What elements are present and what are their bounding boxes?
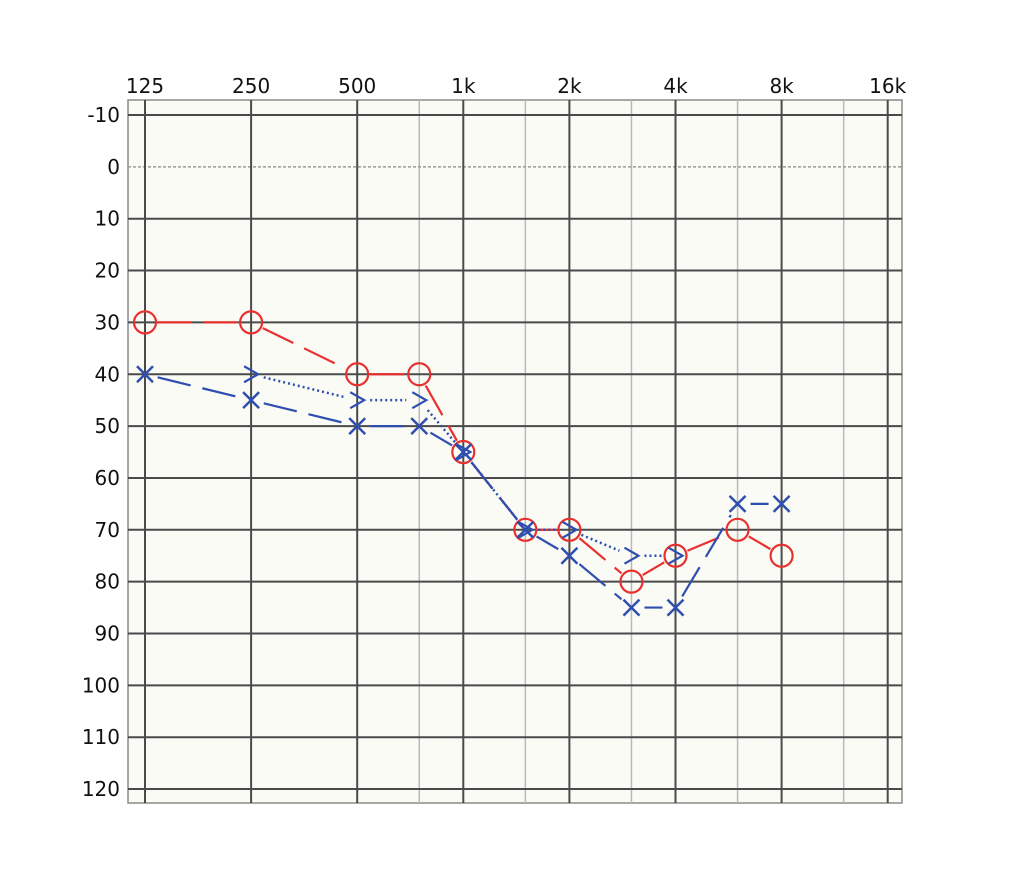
cross-marker xyxy=(454,443,473,461)
circle-marker xyxy=(513,517,538,542)
series-1-segment xyxy=(429,431,453,447)
x-tick-label: 4k xyxy=(663,74,688,98)
y-tick-label: 30 xyxy=(95,310,120,334)
bracket-marker xyxy=(517,520,535,539)
x-tick-label: 125 xyxy=(126,74,164,98)
bracket-marker xyxy=(561,520,579,539)
bracket-marker xyxy=(243,365,261,384)
series-0-segment xyxy=(748,535,771,551)
bracket-marker xyxy=(667,546,685,565)
circle-marker xyxy=(619,569,644,594)
y-tick-label: 120 xyxy=(82,777,120,801)
y-tick-label: 100 xyxy=(82,673,120,697)
y-tick-label: 20 xyxy=(95,259,120,283)
y-tick-label: 70 xyxy=(95,518,120,542)
series-0-segment xyxy=(424,385,458,442)
series-0-segment xyxy=(578,537,623,575)
bracket-marker xyxy=(349,391,367,410)
cross-marker xyxy=(348,417,367,435)
cross-marker xyxy=(728,494,747,513)
series-0-segment xyxy=(262,327,347,370)
circle-marker xyxy=(725,517,750,542)
x-tick-label: 2k xyxy=(557,74,582,98)
plot-area xyxy=(127,99,903,804)
circle-marker xyxy=(451,439,476,465)
cross-marker xyxy=(516,520,535,539)
cross-marker xyxy=(772,494,791,513)
circle-marker xyxy=(132,310,158,335)
y-tick-label: 90 xyxy=(95,622,120,646)
x-tick-label: 250 xyxy=(232,74,270,98)
y-tick-label: 50 xyxy=(95,414,120,438)
y-tick-label: 40 xyxy=(95,362,120,386)
x-tick-label: 8k xyxy=(769,74,794,98)
circle-marker xyxy=(239,310,264,335)
circle-marker xyxy=(557,517,582,542)
circle-marker xyxy=(769,543,794,568)
circle-marker xyxy=(663,543,688,568)
cross-marker xyxy=(622,598,641,617)
series-1-segment xyxy=(157,376,239,399)
series-2-segment xyxy=(263,376,345,399)
series-0-segment xyxy=(642,561,665,577)
series-2-segment xyxy=(580,533,620,552)
cross-marker xyxy=(560,546,579,565)
bracket-marker xyxy=(455,443,473,461)
cross-marker xyxy=(136,365,154,384)
series-1-segment xyxy=(578,563,623,601)
cross-marker xyxy=(666,598,685,617)
cross-marker xyxy=(410,417,429,435)
x-tick-label: 500 xyxy=(338,74,376,98)
y-tick-label: 110 xyxy=(82,725,120,749)
cross-marker xyxy=(242,391,260,410)
series-0-segment xyxy=(687,533,726,552)
circle-marker xyxy=(345,362,370,387)
series-2-segment xyxy=(426,409,456,443)
series-2-segment xyxy=(470,461,519,521)
bracket-marker xyxy=(623,546,641,565)
series-1-segment xyxy=(536,535,559,551)
x-tick-label: 1k xyxy=(451,74,476,98)
y-tick-label: -10 xyxy=(87,103,120,127)
series-1-segment xyxy=(681,514,732,597)
y-tick-label: 60 xyxy=(95,466,120,490)
circle-marker xyxy=(407,362,432,387)
y-tick-label: 10 xyxy=(95,207,120,231)
series-1-segment xyxy=(263,402,345,425)
bracket-marker xyxy=(411,391,429,410)
y-tick-label: 0 xyxy=(107,155,120,179)
y-tick-label: 80 xyxy=(95,570,120,594)
x-tick-label: 16k xyxy=(869,74,906,98)
